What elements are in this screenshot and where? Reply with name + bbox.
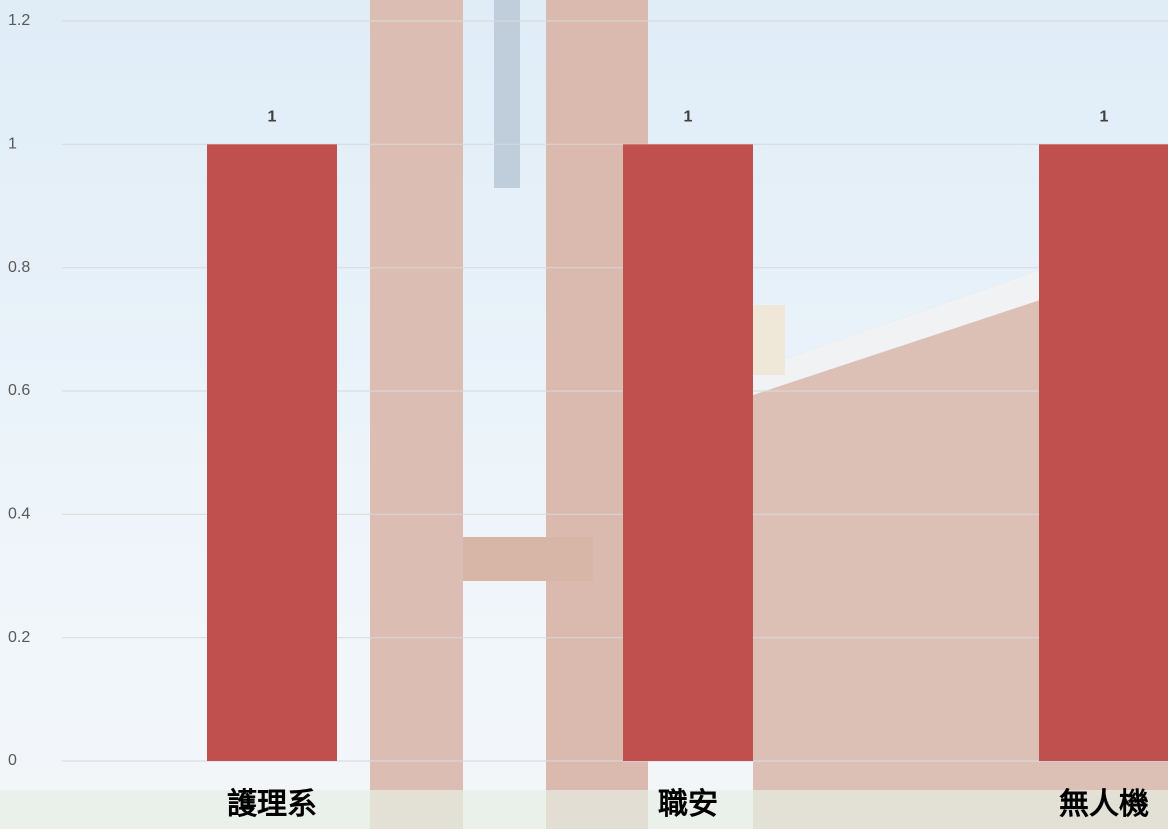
y-tick-label: 0.8 [8,259,30,276]
bar [207,144,337,761]
y-tick-label: 0.2 [8,629,30,646]
value-label: 1 [1100,109,1109,126]
x-tick-label: 無人機 [1059,787,1149,822]
y-tick-label: 1.2 [8,12,30,29]
bar [1039,144,1168,761]
background-photo [0,0,1168,829]
chart: 0 0.2 0.4 0.6 0.8 1 1.2 1 護理系 1 職安 1 無人機 [0,0,1168,829]
bar [623,144,753,761]
x-tick-label: 職安 [658,787,718,822]
value-label: 1 [684,109,693,126]
x-tick-label: 護理系 [227,787,317,822]
y-tick-label: 0.6 [8,382,30,399]
value-label: 1 [268,109,277,126]
y-tick-label: 1 [8,136,17,153]
y-tick-label: 0.4 [8,506,30,523]
y-tick-label: 0 [8,752,17,769]
